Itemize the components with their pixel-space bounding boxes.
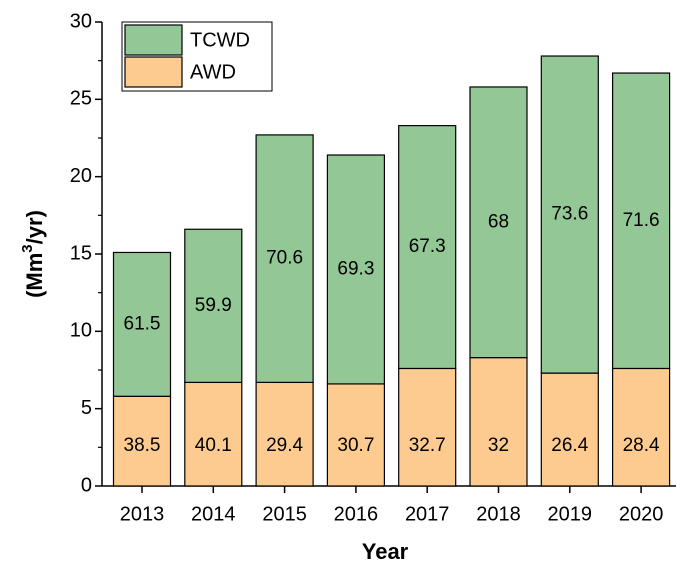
- data-label: 29.4: [266, 435, 303, 456]
- x-tick-label: 2017: [405, 503, 450, 525]
- y-axis-title-sup: 3: [19, 244, 36, 252]
- data-label: 38.5: [124, 435, 161, 456]
- data-label: 26.4: [551, 435, 588, 456]
- x-tick-label: 2018: [476, 503, 521, 525]
- y-axis-title-part: /yr): [22, 210, 47, 244]
- y-axis-title-part: (Mm: [22, 253, 47, 298]
- legend-label: AWD: [190, 61, 236, 83]
- bar-segment: [255, 134, 314, 383]
- legend-swatch: [124, 24, 183, 56]
- bar-segment: [112, 251, 172, 397]
- data-label: 32.7: [409, 435, 446, 456]
- y-axis-title: (Mm3/yr): [19, 210, 47, 298]
- data-label: 61.5: [124, 313, 161, 334]
- bar-segment: [184, 381, 243, 487]
- data-label: 67.3: [409, 236, 446, 257]
- y-tick-label: 15: [70, 242, 92, 264]
- bar-segment: [611, 367, 671, 487]
- bar-segment: [255, 381, 314, 487]
- data-label: 40.1: [195, 435, 232, 456]
- y-tick-label: 30: [70, 10, 92, 32]
- data-label: 30.7: [337, 435, 374, 456]
- x-axis-title: Year: [362, 539, 409, 564]
- data-label: 73.6: [551, 204, 588, 225]
- x-tick-label: 2019: [548, 503, 593, 525]
- bar-segment: [469, 357, 528, 487]
- data-label: 28.4: [623, 435, 660, 456]
- bar-segment: [326, 154, 385, 385]
- bar-segment: [469, 86, 528, 359]
- x-tick-label: 2013: [120, 503, 165, 525]
- legend-label: TCWD: [190, 29, 250, 51]
- bar-segment: [326, 383, 385, 487]
- data-label: 32: [488, 435, 509, 456]
- x-tick-label: 2014: [191, 503, 236, 525]
- data-label: 69.3: [337, 258, 374, 279]
- bar-segment: [540, 55, 599, 374]
- y-tick-label: 0: [81, 474, 92, 496]
- y-tick-label: 25: [70, 88, 92, 110]
- x-tick-label: 2016: [334, 503, 379, 525]
- y-tick-label: 20: [70, 165, 92, 187]
- data-label: 71.6: [623, 210, 660, 231]
- x-tick-label: 2020: [619, 503, 664, 525]
- y-tick-label: 10: [70, 320, 92, 342]
- bar-segment: [398, 367, 457, 487]
- bar-segment: [184, 228, 243, 383]
- data-label: 68: [488, 211, 509, 232]
- y-tick-label: 5: [81, 397, 92, 419]
- data-label: 70.6: [266, 248, 303, 269]
- bar-segment: [611, 72, 671, 370]
- x-tick-label: 2015: [262, 503, 307, 525]
- data-label: 59.9: [195, 295, 232, 316]
- bar-segment: [540, 372, 599, 487]
- bar-segment: [398, 125, 457, 370]
- legend-swatch: [124, 56, 183, 88]
- bar-segment: [112, 395, 172, 487]
